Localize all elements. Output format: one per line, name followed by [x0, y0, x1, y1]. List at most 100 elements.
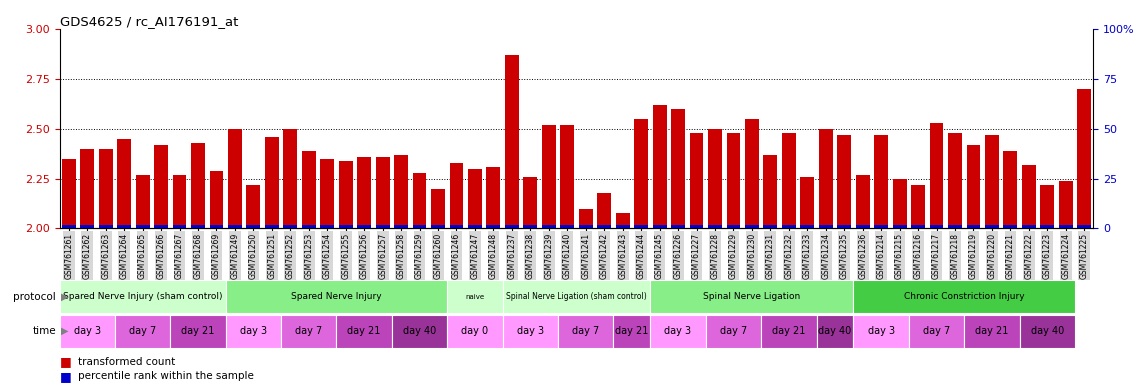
Bar	[560, 125, 574, 228]
Text: Spinal Nerve Ligation: Spinal Nerve Ligation	[703, 292, 800, 301]
Bar	[1041, 185, 1055, 228]
Bar	[911, 185, 925, 228]
Text: ■: ■	[60, 355, 71, 368]
Bar	[448, 280, 503, 313]
Bar	[634, 225, 648, 228]
Text: day 40: day 40	[819, 326, 852, 336]
Bar	[394, 155, 408, 228]
Bar	[246, 225, 260, 228]
Text: protocol: protocol	[14, 291, 56, 302]
Bar	[155, 145, 168, 228]
Text: day 7: day 7	[295, 326, 323, 336]
Bar	[671, 109, 685, 228]
Text: day 21: day 21	[181, 326, 215, 336]
Bar	[705, 315, 761, 348]
Bar	[503, 280, 650, 313]
Bar	[226, 315, 281, 348]
Bar	[264, 225, 278, 228]
Bar	[671, 225, 685, 228]
Bar	[653, 225, 666, 228]
Bar	[284, 129, 298, 228]
Bar	[558, 315, 614, 348]
Bar	[1003, 225, 1017, 228]
Bar	[837, 225, 851, 228]
Bar	[875, 225, 889, 228]
Bar	[893, 225, 907, 228]
Bar	[339, 161, 353, 228]
Text: Chronic Constriction Injury: Chronic Constriction Injury	[903, 292, 1025, 301]
Bar	[893, 179, 907, 228]
Bar	[394, 225, 408, 228]
Bar	[339, 225, 353, 228]
Bar	[930, 122, 943, 228]
Bar	[764, 225, 777, 228]
Bar	[136, 175, 150, 228]
Bar	[1077, 89, 1091, 228]
Bar	[616, 225, 630, 228]
Bar	[616, 212, 630, 228]
Text: day 7: day 7	[720, 326, 747, 336]
Bar	[911, 225, 925, 228]
Bar	[966, 225, 980, 228]
Bar	[1077, 225, 1091, 228]
Text: day 21: day 21	[976, 326, 1009, 336]
Bar	[173, 175, 187, 228]
Text: day 7: day 7	[129, 326, 156, 336]
Bar	[542, 225, 555, 228]
Text: day 21: day 21	[772, 326, 806, 336]
Bar	[376, 225, 389, 228]
Bar	[819, 129, 832, 228]
Bar	[80, 149, 94, 228]
Bar	[321, 225, 334, 228]
Bar	[855, 175, 869, 228]
Bar	[468, 169, 482, 228]
Bar	[136, 225, 150, 228]
Bar	[246, 185, 260, 228]
Bar	[523, 177, 537, 228]
Bar	[745, 225, 759, 228]
Text: day 40: day 40	[403, 326, 436, 336]
Bar	[1019, 315, 1075, 348]
Bar	[302, 151, 316, 228]
Bar	[173, 225, 187, 228]
Bar	[432, 225, 445, 228]
Bar	[191, 142, 205, 228]
Bar	[62, 159, 76, 228]
Bar	[281, 315, 337, 348]
Bar	[487, 225, 500, 228]
Bar	[1003, 151, 1017, 228]
Bar	[560, 225, 574, 228]
Bar	[171, 315, 226, 348]
Bar	[210, 225, 223, 228]
Bar	[228, 225, 242, 228]
Bar	[853, 280, 1075, 313]
Text: day 40: day 40	[1030, 326, 1064, 336]
Bar	[650, 280, 853, 313]
Bar	[761, 315, 816, 348]
Bar	[653, 105, 666, 228]
Bar	[432, 189, 445, 228]
Bar	[689, 225, 703, 228]
Bar	[392, 315, 448, 348]
Text: day 21: day 21	[615, 326, 648, 336]
Bar	[1022, 165, 1036, 228]
Text: day 3: day 3	[868, 326, 894, 336]
Bar	[727, 132, 741, 228]
Bar	[321, 159, 334, 228]
Bar	[930, 225, 943, 228]
Bar	[1059, 180, 1073, 228]
Bar	[819, 225, 832, 228]
Bar	[284, 225, 298, 228]
Bar	[909, 315, 964, 348]
Bar	[357, 225, 371, 228]
Bar	[226, 280, 448, 313]
Bar	[412, 172, 426, 228]
Text: day 3: day 3	[73, 326, 101, 336]
Bar	[117, 139, 131, 228]
Bar	[523, 225, 537, 228]
Bar	[302, 225, 316, 228]
Bar	[450, 162, 464, 228]
Bar	[505, 225, 519, 228]
Bar	[542, 125, 555, 228]
Bar	[468, 225, 482, 228]
